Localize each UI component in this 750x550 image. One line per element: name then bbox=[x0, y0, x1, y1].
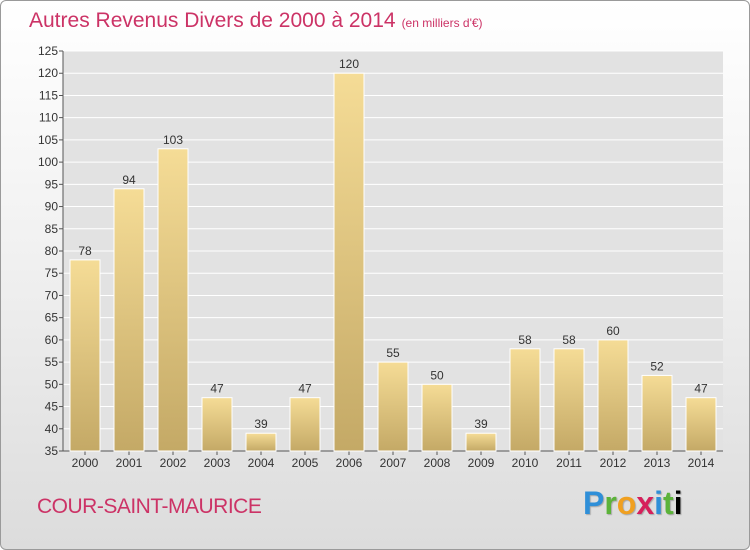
chart-title: Autres Revenus Divers de 2000 à 2014 (en … bbox=[29, 9, 483, 33]
x-tick-label-2000: 2000 bbox=[72, 456, 99, 470]
bar-2006 bbox=[333, 72, 365, 452]
bar-value-label-2011: 58 bbox=[562, 333, 576, 347]
x-tick-label-2001: 2001 bbox=[116, 456, 143, 470]
y-tick-label: 100 bbox=[38, 155, 58, 169]
y-tick-label: 70 bbox=[45, 288, 59, 302]
bar-value-label-2002: 103 bbox=[163, 133, 183, 147]
chart-title-text: Autres Revenus Divers de 2000 à 2014 bbox=[29, 9, 396, 32]
bars bbox=[69, 72, 717, 452]
bar-2014 bbox=[685, 397, 717, 452]
bar-2001 bbox=[113, 188, 145, 452]
x-tick-label-2009: 2009 bbox=[468, 456, 495, 470]
bar-value-label-2012: 60 bbox=[606, 324, 620, 338]
x-tick-label-2006: 2006 bbox=[336, 456, 363, 470]
bar-value-label-2003: 47 bbox=[210, 382, 224, 396]
bar-2008 bbox=[421, 383, 453, 452]
bar-2003 bbox=[201, 397, 233, 452]
bar-value-label-2001: 94 bbox=[122, 173, 136, 187]
x-tick-label-2011: 2011 bbox=[556, 456, 582, 470]
y-tick-label: 85 bbox=[45, 222, 59, 236]
y-tick-label: 95 bbox=[45, 177, 59, 191]
x-tick-label-2005: 2005 bbox=[292, 456, 319, 470]
bar-value-label-2009: 39 bbox=[474, 417, 488, 431]
x-tick-label-2012: 2012 bbox=[600, 456, 627, 470]
bar-2005 bbox=[289, 397, 321, 452]
chart-title-unit: (en milliers d'€) bbox=[401, 16, 483, 30]
y-tick-label: 120 bbox=[38, 66, 58, 80]
bar-value-label-2010: 58 bbox=[518, 333, 532, 347]
bar-2011 bbox=[553, 348, 585, 452]
y-tick-label: 50 bbox=[45, 377, 59, 391]
y-tick-label: 35 bbox=[45, 444, 59, 458]
y-tick-label: 65 bbox=[45, 311, 59, 325]
bar-2000 bbox=[69, 259, 101, 452]
y-tick-label: 90 bbox=[45, 200, 59, 214]
y-tick-label: 105 bbox=[38, 133, 58, 147]
y-tick-label: 60 bbox=[45, 333, 59, 347]
bar-value-label-2007: 55 bbox=[386, 346, 400, 360]
y-tick-label: 80 bbox=[45, 244, 59, 258]
x-tick-label-2004: 2004 bbox=[248, 456, 275, 470]
y-tick-label: 45 bbox=[45, 400, 59, 414]
bar-2002 bbox=[157, 148, 189, 452]
x-tick-label-2013: 2013 bbox=[644, 456, 671, 470]
x-tick-label-2010: 2010 bbox=[512, 456, 539, 470]
y-tick-label: 115 bbox=[39, 88, 58, 102]
bar-value-label-2006: 120 bbox=[339, 57, 359, 71]
y-tick-label: 40 bbox=[45, 422, 59, 436]
bar-2009 bbox=[465, 432, 497, 452]
bar-value-label-2000: 78 bbox=[78, 244, 92, 258]
bar-value-label-2013: 52 bbox=[650, 359, 664, 373]
place-name: COUR-SAINT-MAURICE bbox=[37, 495, 262, 518]
x-tick-label-2007: 2007 bbox=[380, 456, 407, 470]
bar-value-label-2005: 47 bbox=[298, 382, 312, 396]
y-tick-label: 75 bbox=[45, 266, 59, 280]
bar-value-label-2014: 47 bbox=[694, 382, 708, 396]
y-tick-label: 125 bbox=[38, 44, 58, 58]
y-tick-label: 110 bbox=[39, 111, 58, 125]
bar-2007 bbox=[377, 361, 409, 452]
y-tick-label: 55 bbox=[45, 355, 59, 369]
labels: 35 40 45 50 55 60 65 70 75 80 85 90 95 100 105 110 115 12… bbox=[38, 44, 715, 470]
bar-value-label-2008: 50 bbox=[430, 368, 444, 382]
x-tick-label-2002: 2002 bbox=[160, 456, 187, 470]
proxiti-logo: Proxiti bbox=[583, 485, 683, 521]
bar-value-label-2004: 39 bbox=[254, 417, 268, 431]
bar-2004 bbox=[245, 432, 277, 452]
bar-2013 bbox=[641, 374, 673, 452]
x-tick-label-2003: 2003 bbox=[204, 456, 231, 470]
bar-2010 bbox=[509, 348, 541, 452]
bar-2012 bbox=[597, 339, 629, 452]
x-tick-label-2008: 2008 bbox=[424, 456, 451, 470]
x-tick-label-2014: 2014 bbox=[688, 456, 715, 470]
